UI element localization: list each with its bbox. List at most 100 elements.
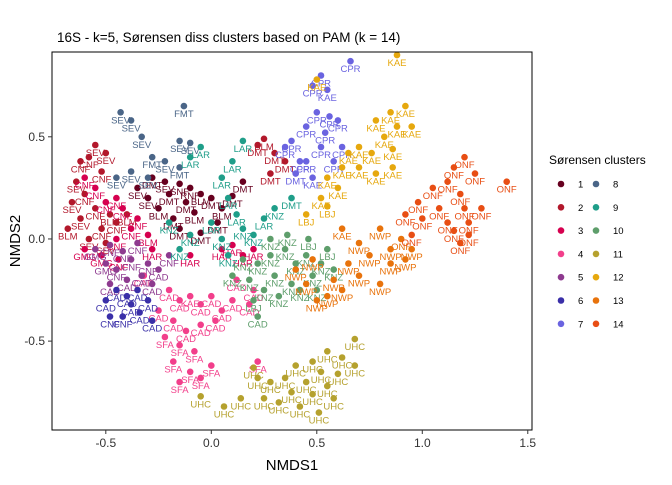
point-label: SEV [122,175,142,186]
data-point [134,239,141,247]
point-label: CNF [107,201,127,212]
legend-swatch [592,227,600,234]
point-label: KNZ [261,242,280,253]
data-point [250,245,257,253]
legend-label: 4 [578,249,583,260]
point-label: CAD [148,314,168,325]
data-point [246,301,253,308]
data-point [237,395,245,402]
point-label: LAR [255,222,274,233]
point-label: CNF [159,258,179,269]
data-point [123,276,131,284]
point-label: LAR [202,226,221,237]
point-label: CAD [205,324,225,335]
data-point [503,178,511,185]
data-point [81,190,88,198]
point-label: DMT [176,205,197,216]
data-point [387,245,394,253]
point-label: UHC [317,389,338,400]
data-point [302,378,310,386]
data-point [345,149,352,157]
data-point [419,215,426,222]
data-point [326,113,333,120]
data-point [233,276,240,284]
point-label: ONF [465,177,485,188]
data-point [254,141,261,149]
point-label: CAD [201,299,221,310]
data-point [233,211,240,218]
legend-item-5: 5 [557,273,583,284]
data-point [281,143,289,151]
data-point [229,241,236,249]
data-point [161,178,169,185]
legend-item-10: 10 [592,226,624,237]
data-point [334,117,342,124]
point-label: KNZ [290,293,309,304]
point-label: SFA [181,375,200,386]
data-point [250,231,257,239]
point-label: ONF [444,170,464,181]
data-point [313,286,321,294]
data-point [148,153,156,161]
point-label: CPR [340,64,360,75]
data-point [165,190,173,198]
legend-label: 9 [613,203,618,214]
data-point [106,241,114,249]
point-label: CAD [227,283,247,294]
legend-label: 10 [613,226,624,237]
point-label: BLM [117,217,137,228]
point-label: CAD [106,293,126,304]
point-label: KAE [366,177,385,188]
data-point [351,335,359,343]
data-point [218,245,226,253]
data-point [246,276,253,284]
data-point [208,292,215,300]
point-label: KAE [387,130,406,141]
legend-label: 12 [613,273,624,284]
x-tick-label: 0.0 [203,436,220,450]
point-label: NWP [295,287,317,298]
point-label: KAE [402,130,421,141]
series-7: CPRCPRCPRKAECPRCPRCPRCPRCPRCPRCPRCPRCPRC… [275,57,361,192]
point-label: CAD [170,303,190,314]
point-label: CAD [138,303,158,314]
point-label: ONF [459,238,479,249]
legend-swatch [557,320,565,328]
series-5: GMGCNFCNFCNFGMGCNFCNFCNFCADCADCADCADCNFC… [84,239,179,298]
point-label: CNF [96,205,116,216]
data-point [191,209,198,216]
point-label: SEV [111,115,131,126]
point-label: CNF [75,197,95,208]
legend-swatch [557,180,565,188]
point-label: KAE [333,232,352,243]
point-label: KNZ [233,232,252,243]
data-point [136,309,143,316]
data-point [457,239,464,247]
data-point [309,174,316,181]
legend-item-9: 9 [592,203,618,214]
point-label: CNF [128,222,148,233]
point-label: KNZ [297,258,316,269]
point-label: CNF [100,320,120,331]
data-point [106,211,114,218]
point-label: SEV [122,123,142,134]
data-point [397,235,405,243]
point-label: CNF [113,211,133,222]
data-point [317,368,325,376]
point-label: KNZ [265,279,284,290]
legend-label: 1 [578,180,583,191]
data-point [302,123,310,130]
point-label: NWP [401,252,423,263]
data-point [288,388,295,396]
point-label: CPR [296,130,316,141]
point-label: KNZ [160,226,179,237]
point-label: KAE [307,83,326,94]
point-label: CNF [107,242,127,253]
legend-label: 3 [578,226,583,237]
point-label: CAD [96,303,116,314]
data-point [144,194,152,202]
point-label: SEV [86,148,106,159]
point-label: HAR [233,258,253,269]
